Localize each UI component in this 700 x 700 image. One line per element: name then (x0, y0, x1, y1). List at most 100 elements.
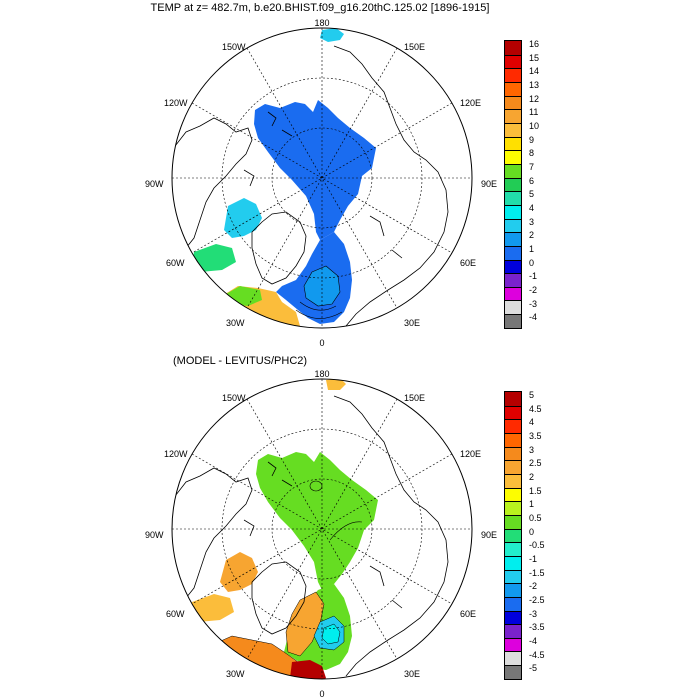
bottom-field-bering (326, 379, 346, 390)
colorbar-tick-label: -2 (529, 581, 538, 592)
colorbar-tick-label: -1 (529, 554, 538, 564)
colorbar-box (505, 405, 521, 420)
colorbar-box (505, 473, 521, 488)
colorbar-box (505, 68, 521, 82)
colorbar-tick-label: 4.5 (529, 403, 542, 414)
colorbar-box (505, 665, 521, 679)
colorbar-tick-label: 14 (529, 66, 540, 77)
top-field-arctic-basin (254, 100, 376, 240)
colorbar-box (505, 259, 521, 274)
colorbar-tick-label: 5 (529, 390, 535, 400)
colorbar-tick-label: 9 (529, 134, 535, 145)
lon-label-90e: 90E (481, 530, 497, 540)
colorbar-tick-label: 0 (529, 257, 535, 268)
colorbar-tick-label: 1 (529, 499, 535, 510)
colorbar-tick-label: 2.5 (529, 458, 542, 469)
top-coastline-greenland (251, 211, 307, 285)
lon-label-60e: 60E (460, 609, 476, 619)
top-field-labrador (192, 244, 236, 272)
colorbar-box (505, 555, 521, 570)
colorbar-box (505, 460, 521, 474)
lon-label-0: 0 (319, 689, 324, 699)
lon-label-150e: 150E (404, 393, 425, 403)
bottom-colorbar (504, 391, 522, 680)
bottom-field-nordic-warm (285, 591, 325, 657)
bottom-coastline-islands (243, 461, 403, 609)
colorbar-tick-label: 2 (529, 472, 535, 482)
colorbar-box (505, 528, 521, 543)
lon-label-120e: 120E (460, 98, 481, 108)
colorbar-tick-label: -2.5 (529, 595, 545, 605)
colorbar-tick-label: 6 (529, 175, 535, 186)
colorbar-tick-label: 16 (529, 39, 540, 49)
colorbar-tick-label: 2 (529, 230, 535, 241)
colorbar-box (505, 177, 521, 192)
lon-label-0: 0 (319, 338, 324, 348)
colorbar-box (505, 419, 521, 433)
colorbar-tick-label: -4 (529, 312, 538, 323)
lon-label-120e: 120E (460, 449, 481, 459)
colorbar-box (505, 610, 521, 625)
top-field-bering (320, 28, 344, 42)
bottom-coastline-greenland (251, 561, 307, 635)
colorbar-box (505, 501, 521, 515)
colorbar-tick-label: 10 (529, 121, 540, 131)
lon-label-30e: 30E (404, 669, 420, 679)
colorbar-tick-label: -2 (529, 285, 538, 295)
colorbar-box (505, 300, 521, 315)
colorbar-box (505, 569, 521, 584)
lon-label-150w: 150W (222, 393, 246, 403)
colorbar-box (505, 95, 521, 110)
colorbar-tick-label: 15 (529, 52, 540, 63)
colorbar-box (505, 136, 521, 151)
colorbar-tick-label: 7 (529, 162, 535, 172)
colorbar-box (505, 432, 521, 447)
top-field-baffin (224, 198, 262, 238)
bottom-coastline-north-america (172, 467, 253, 605)
colorbar-box (505, 232, 521, 246)
lon-label-90w: 90W (145, 179, 164, 189)
colorbar-box (505, 273, 521, 287)
colorbar-tick-label: 3.5 (529, 431, 542, 441)
lon-label-180: 180 (314, 369, 329, 379)
difference-subtitle: (MODEL - LEVITUS/PHC2) (173, 355, 308, 367)
lon-label-150e: 150E (404, 42, 425, 52)
colorbar-box (505, 624, 521, 638)
colorbar-box (505, 54, 521, 69)
colorbar-box (505, 163, 521, 178)
colorbar-box (505, 487, 521, 502)
colorbar-tick-label: 12 (529, 93, 540, 104)
top-polar-map: 180 150E 120E 90E 60E 30E 0 30W 60W 90W … (145, 18, 497, 348)
colorbar-tick-label: 1 (529, 244, 535, 254)
top-coastline-eurasia (333, 45, 449, 327)
colorbar-tick-label: 3 (529, 216, 535, 227)
colorbar-tick-label: -1 (529, 271, 538, 282)
colorbar-tick-label: -3.5 (529, 622, 545, 633)
bottom-field-atlantic-hot (290, 660, 326, 679)
lon-label-90e: 90E (481, 179, 497, 189)
lon-label-120w: 120W (164, 98, 188, 108)
colorbar-tick-label: 3 (529, 444, 535, 455)
plot-title: TEMP at z= 482.7m, b.e20.BHIST.f09_g16.2… (150, 2, 490, 14)
colorbar-tick-label: 8 (529, 148, 535, 159)
colorbar-box (505, 245, 521, 260)
colorbar-tick-label: -3 (529, 298, 538, 309)
colorbar-box (505, 122, 521, 137)
colorbar-box (505, 542, 521, 556)
colorbar-box (505, 218, 521, 233)
lon-label-60w: 60W (166, 258, 185, 268)
colorbar-tick-label: 5 (529, 189, 535, 200)
colorbar-tick-label: 4 (529, 203, 535, 213)
colorbar-tick-label: 0 (529, 526, 535, 537)
colorbar-tick-label: -4.5 (529, 649, 545, 660)
colorbar-box (505, 583, 521, 597)
colorbar-tick-label: -4 (529, 636, 538, 646)
colorbar-tick-label: 4 (529, 417, 535, 428)
colorbar-box (505, 191, 521, 205)
lon-label-180: 180 (314, 18, 329, 28)
bottom-polar-map: 180 150E 120E 90E 60E 30E 0 30W 60W 90W … (145, 369, 497, 699)
colorbar-box (505, 81, 521, 96)
colorbar-tick-label: 13 (529, 80, 540, 90)
top-coastline-islands (243, 111, 403, 259)
